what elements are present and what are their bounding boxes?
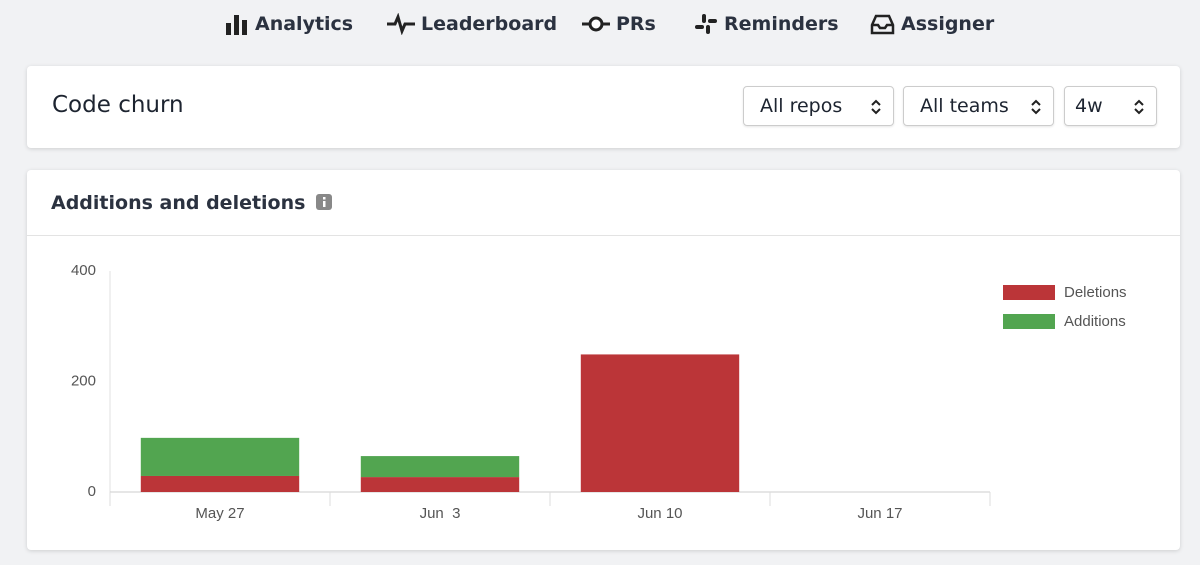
- panel-title: Additions and deletions: [51, 192, 333, 214]
- icon: [387, 13, 415, 35]
- nav-label: Analytics: [255, 13, 354, 35]
- nav-item[interactable]: PRs: [582, 10, 656, 38]
- select[interactable]: All teams: [903, 86, 1054, 126]
- y-tick-label: 400: [71, 262, 96, 279]
- chart-card: Additions and deletions 0 200 400 May 27 Jun…: [27, 170, 1180, 550]
- nav-label: Reminders: [724, 13, 839, 35]
- nav-label: Assigner: [901, 13, 995, 35]
- nav-item[interactable]: Analytics: [225, 10, 353, 38]
- y-tick-label: 200: [71, 372, 96, 389]
- bar-segment: [360, 477, 520, 492]
- legend-label: Additions: [1064, 313, 1126, 330]
- panel-title-text: Additions and deletions: [51, 192, 306, 214]
- nav-item[interactable]: Leaderboard: [387, 10, 557, 38]
- nav-label: PRs: [616, 13, 656, 35]
- bar-segment: [140, 437, 300, 476]
- legend-swatch: [1003, 285, 1055, 300]
- info-icon[interactable]: [316, 194, 333, 210]
- select[interactable]: 4w: [1064, 86, 1157, 126]
- bar-segment: [580, 354, 740, 492]
- x-tick-label: May 27: [195, 505, 244, 522]
- icon: [226, 15, 247, 35]
- nav-label: Leaderboard: [421, 13, 558, 35]
- chevrons: [1134, 99, 1144, 115]
- divider: [27, 235, 1180, 236]
- bar-segment: [140, 475, 300, 492]
- y-tick-label: 0: [88, 483, 96, 500]
- icon: [695, 14, 717, 34]
- icon: [870, 14, 895, 35]
- chevrons: [1031, 99, 1041, 115]
- legend-swatch: [1003, 314, 1055, 329]
- select-label: 4w: [1075, 95, 1103, 117]
- chart: 0 200 400 May 27 Jun 3 Jun 10 Jun 17 Deletions A…: [71, 262, 1127, 522]
- select-label: All teams: [920, 95, 1009, 117]
- nav-item[interactable]: Reminders: [694, 10, 839, 38]
- icon: [582, 16, 610, 32]
- x-tick-label: Jun 17: [857, 505, 902, 522]
- select[interactable]: All repos: [743, 86, 894, 126]
- bar-segment: [360, 456, 520, 478]
- header-card: Code churn All repos All teams 4w: [27, 66, 1180, 148]
- select-label: All repos: [760, 95, 843, 117]
- x-tick-label: Jun 10: [637, 505, 682, 522]
- chevrons: [871, 99, 881, 115]
- page-title: Code churn: [52, 92, 184, 118]
- nav-item[interactable]: Assigner: [870, 10, 994, 38]
- legend-label: Deletions: [1064, 284, 1127, 301]
- x-tick-label: Jun 3: [420, 505, 461, 522]
